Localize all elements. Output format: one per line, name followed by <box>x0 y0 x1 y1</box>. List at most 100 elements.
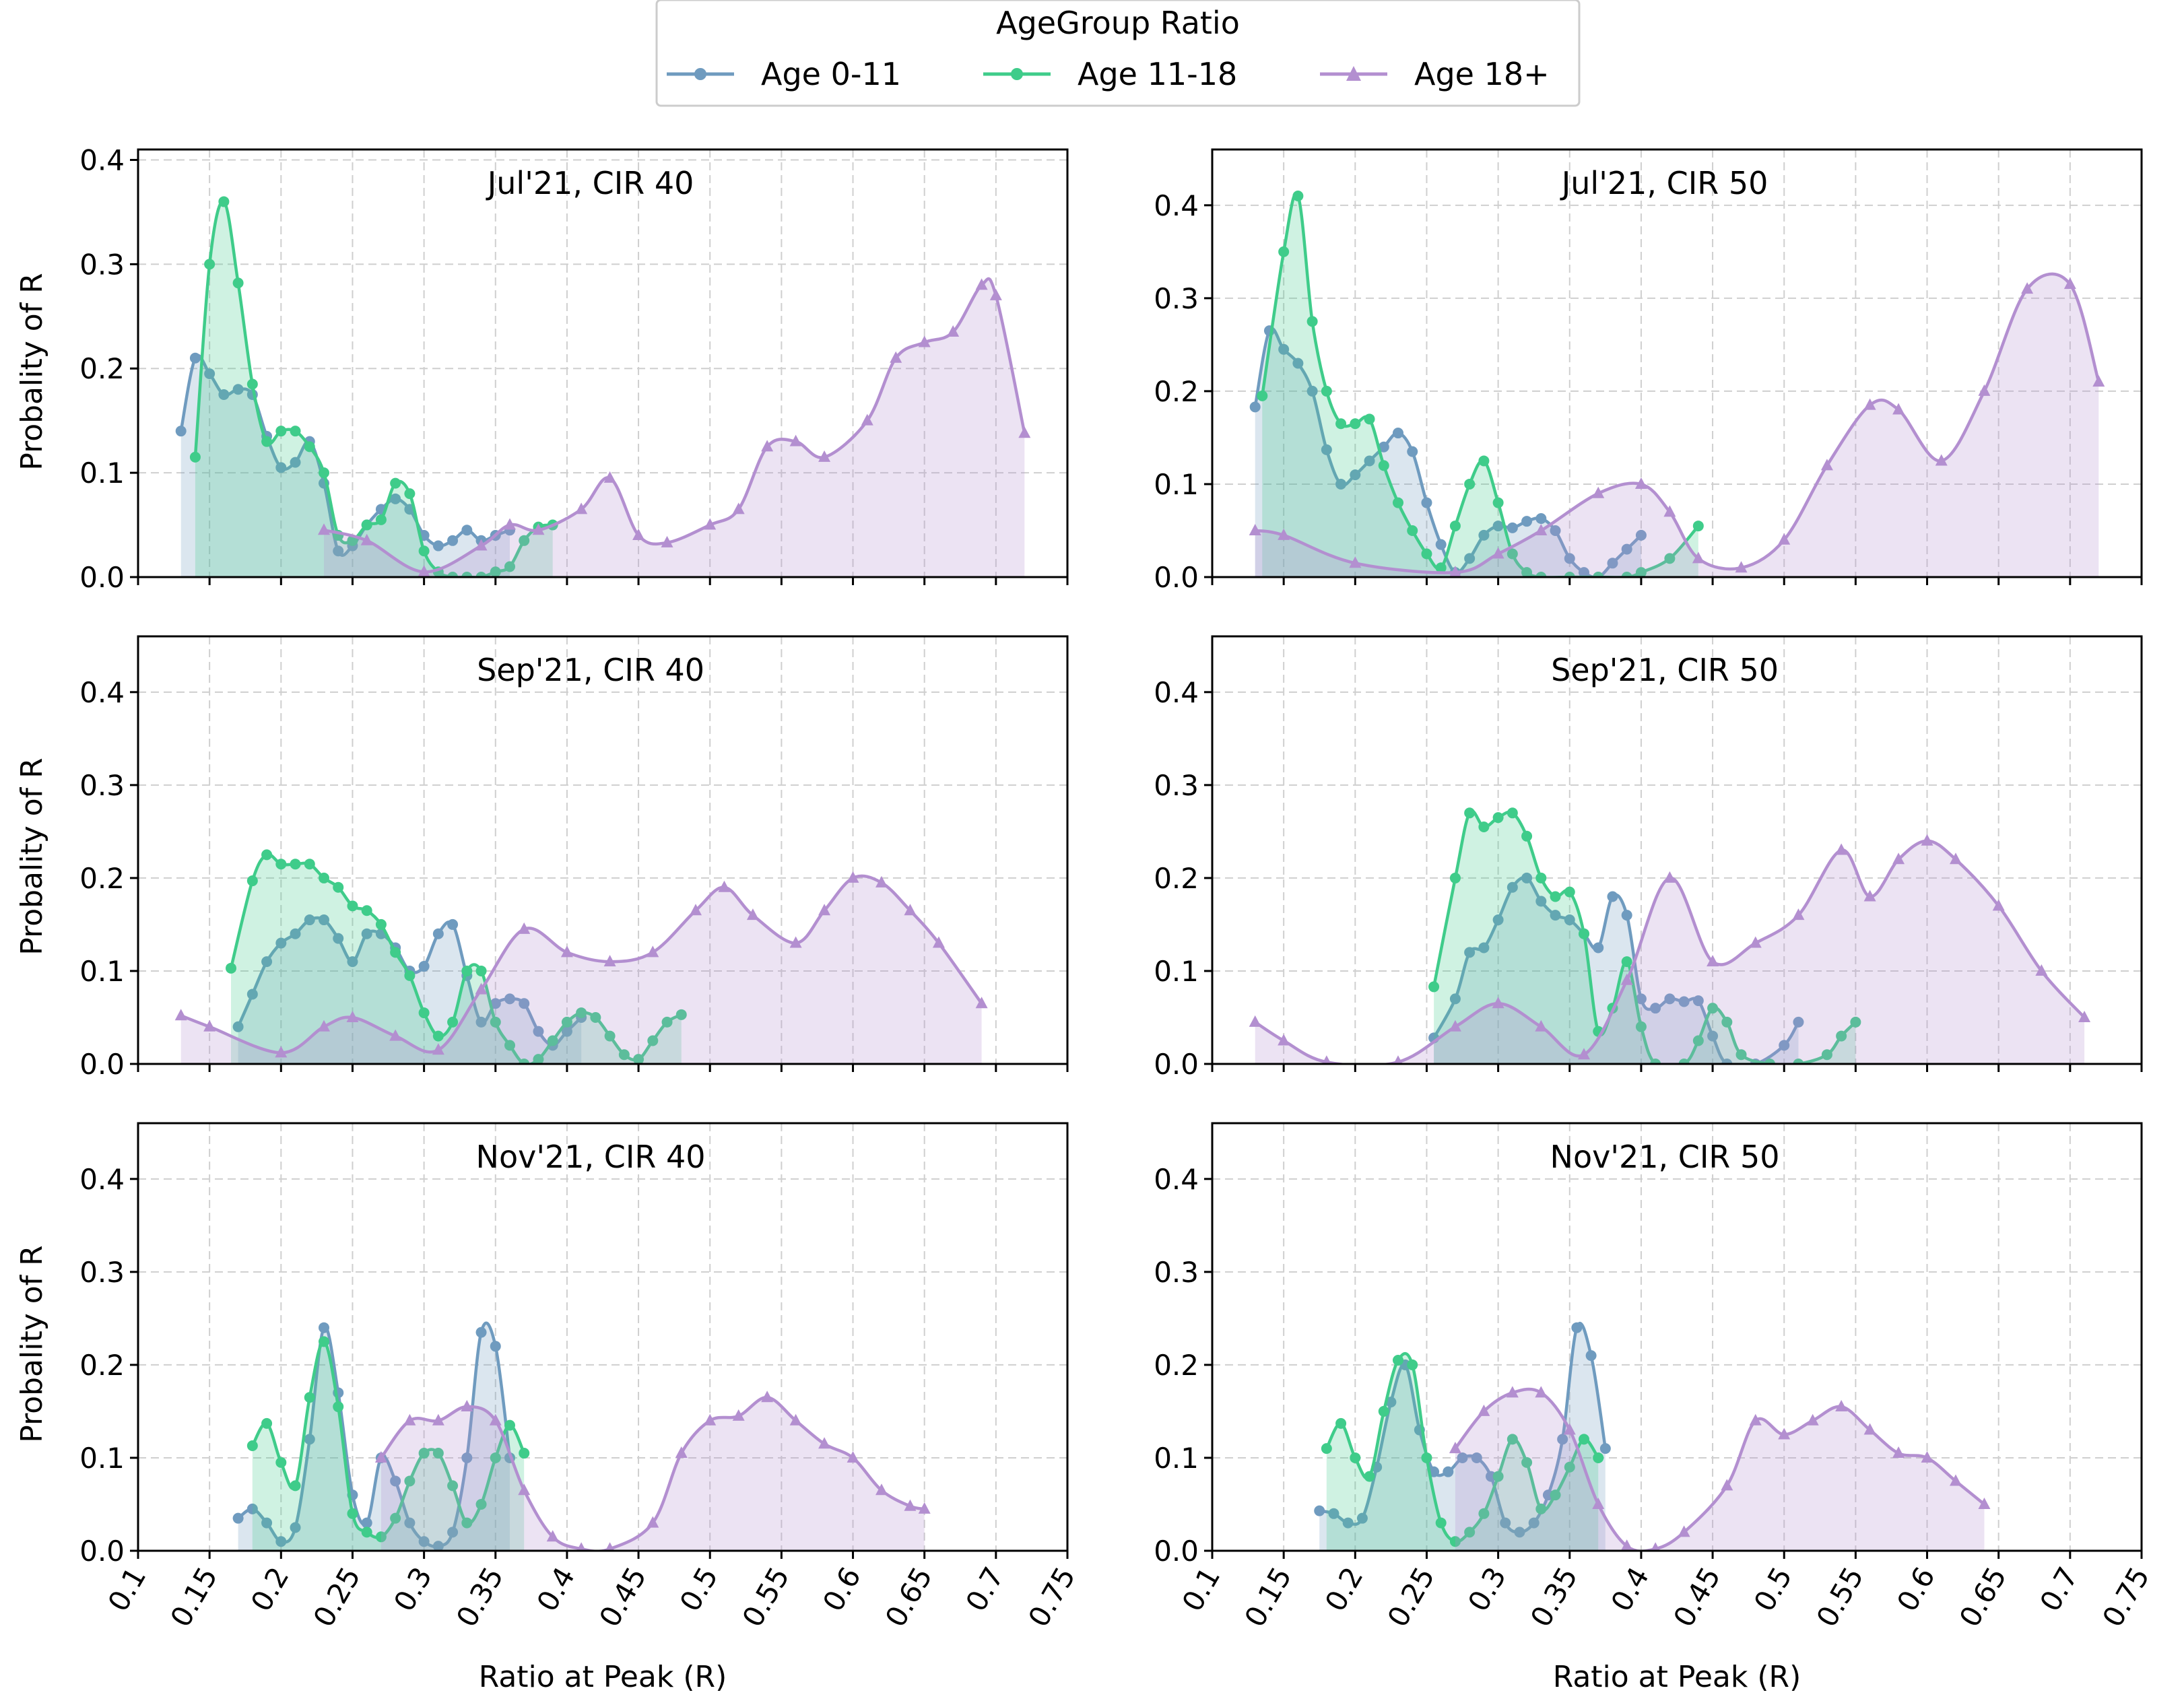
data-point-age-18-plus <box>989 288 1002 300</box>
data-point-age-18-plus <box>2035 964 2048 976</box>
data-point-age-11-18 <box>461 965 473 976</box>
data-point-age-11-18 <box>1550 1490 1561 1501</box>
data-point-age-18-plus <box>1663 505 1676 517</box>
data-point-age-0-11 <box>1492 521 1504 532</box>
data-point-age-11-18 <box>1435 562 1447 574</box>
panel-5-frame <box>137 1122 1069 1552</box>
series-area-age-0-11 <box>1319 1323 1606 1551</box>
data-point-age-11-18 <box>189 451 201 463</box>
data-point-age-11-18 <box>1350 418 1361 430</box>
data-point-age-18-plus <box>732 502 745 514</box>
data-point-age-18-plus <box>475 539 488 551</box>
data-point-age-0-11 <box>1500 1517 1511 1529</box>
series-area-age-18-plus <box>1255 273 2099 577</box>
y-tick-label: 0.3 <box>79 248 125 281</box>
data-point-age-18-plus <box>1249 1015 1261 1027</box>
data-point-age-11-18 <box>475 965 487 976</box>
data-point-age-11-18 <box>633 1054 644 1064</box>
data-point-age-18-plus <box>546 1530 559 1542</box>
data-point-age-0-11 <box>1457 1452 1468 1463</box>
data-point-age-11-18 <box>490 1452 501 1463</box>
y-tick-label: 0.2 <box>79 1349 125 1382</box>
data-point-age-18-plus <box>1892 1446 1905 1459</box>
series-area-age-18-plus <box>1455 1389 1985 1551</box>
x-tick-label: 0.3 <box>1461 1562 1513 1617</box>
x-tick-label: 0.6 <box>1890 1562 1942 1617</box>
data-point-age-0-11 <box>304 914 315 926</box>
data-point-age-0-11 <box>1421 497 1432 508</box>
data-point-age-0-11 <box>1571 1322 1583 1333</box>
panel-2-title: Jul'21, CIR 50 <box>1560 165 1768 201</box>
data-point-age-11-18 <box>1449 1536 1461 1547</box>
data-point-age-0-11 <box>290 928 301 939</box>
data-point-age-11-18 <box>1492 497 1504 508</box>
data-point-age-18-plus <box>1892 403 1905 415</box>
x-tick-label: 0.2 <box>244 1562 296 1617</box>
series-area-age-0-11 <box>180 355 510 577</box>
data-point-age-11-18 <box>675 1009 687 1020</box>
data-point-age-0-11 <box>319 914 329 926</box>
data-point-age-18-plus <box>418 565 430 577</box>
series-area-age-18-plus <box>1255 840 2085 1064</box>
data-point-age-0-11 <box>261 956 273 968</box>
data-point-age-0-11 <box>418 961 430 972</box>
data-point-age-0-11 <box>175 426 187 437</box>
y-tick-label: 0.1 <box>1154 468 1199 501</box>
panel-1-frame <box>137 148 1069 578</box>
panel-5-plot-area <box>232 1321 931 1551</box>
data-point-age-11-18 <box>490 1016 501 1028</box>
data-point-age-18-plus <box>1592 486 1605 498</box>
y-tick-label: 0.2 <box>79 352 125 385</box>
x-tick-label: 0.75 <box>1022 1562 1082 1632</box>
data-point-age-0-11 <box>1478 942 1490 953</box>
data-point-age-18-plus <box>704 518 717 530</box>
y-tick-label: 0.0 <box>79 1048 125 1081</box>
data-point-age-18-plus <box>761 440 774 452</box>
data-point-age-11-18 <box>390 947 401 958</box>
data-point-age-0-11 <box>218 389 230 400</box>
data-point-age-0-11 <box>418 1536 430 1547</box>
data-point-age-18-plus <box>675 1446 688 1459</box>
data-point-age-11-18 <box>275 426 287 437</box>
panel-2-plot-area <box>1249 191 2105 577</box>
data-point-age-18-plus <box>718 880 731 892</box>
data-point-age-0-11 <box>1528 1517 1540 1529</box>
x-tick-label: 0.7 <box>959 1562 1010 1617</box>
data-point-age-18-plus <box>1863 890 1876 902</box>
data-point-age-11-18 <box>1364 413 1375 425</box>
data-point-age-0-11 <box>461 1452 473 1463</box>
y-tick-label: 0.2 <box>1154 1349 1199 1382</box>
data-point-age-11-18 <box>1507 807 1518 819</box>
data-point-age-0-11 <box>1707 1030 1719 1042</box>
data-point-age-11-18 <box>1478 455 1490 467</box>
data-point-age-18-plus <box>1393 1055 1403 1064</box>
data-point-age-0-11 <box>1385 1397 1397 1408</box>
data-point-age-11-18 <box>290 859 301 870</box>
data-point-age-11-18 <box>1593 572 1604 577</box>
data-point-age-11-18 <box>290 1480 301 1492</box>
data-point-age-11-18 <box>504 561 515 572</box>
data-point-age-11-18 <box>1821 1049 1832 1061</box>
data-point-age-11-18 <box>1564 886 1575 898</box>
panel-4-title: Sep'21, CIR 50 <box>1551 652 1779 688</box>
data-point-age-11-18 <box>1535 572 1547 577</box>
y-tick-label: 0.4 <box>79 1163 125 1196</box>
series-area-age-0-11 <box>238 1323 510 1551</box>
data-point-age-18-plus <box>1835 1400 1848 1412</box>
data-point-age-0-11 <box>432 928 444 939</box>
data-point-age-11-18 <box>1579 1434 1589 1445</box>
data-point-age-11-18 <box>361 1527 372 1538</box>
data-point-age-11-18 <box>1535 872 1547 883</box>
x-tick-label: 0.35 <box>450 1562 510 1632</box>
x-tick-label: 0.4 <box>1604 1562 1655 1617</box>
legend: AgeGroup Ratio Age 0-11 Age 11-18 Age 18… <box>655 0 1581 107</box>
data-point-age-18-plus <box>1921 1450 1933 1463</box>
data-point-age-0-11 <box>1779 1040 1790 1051</box>
data-point-age-0-11 <box>319 1322 329 1333</box>
data-point-age-18-plus <box>1322 1055 1331 1064</box>
data-point-age-0-11 <box>347 956 358 968</box>
data-point-age-18-plus <box>818 1437 831 1449</box>
data-point-age-0-11 <box>1635 993 1647 1005</box>
data-point-age-11-18 <box>418 1007 430 1019</box>
